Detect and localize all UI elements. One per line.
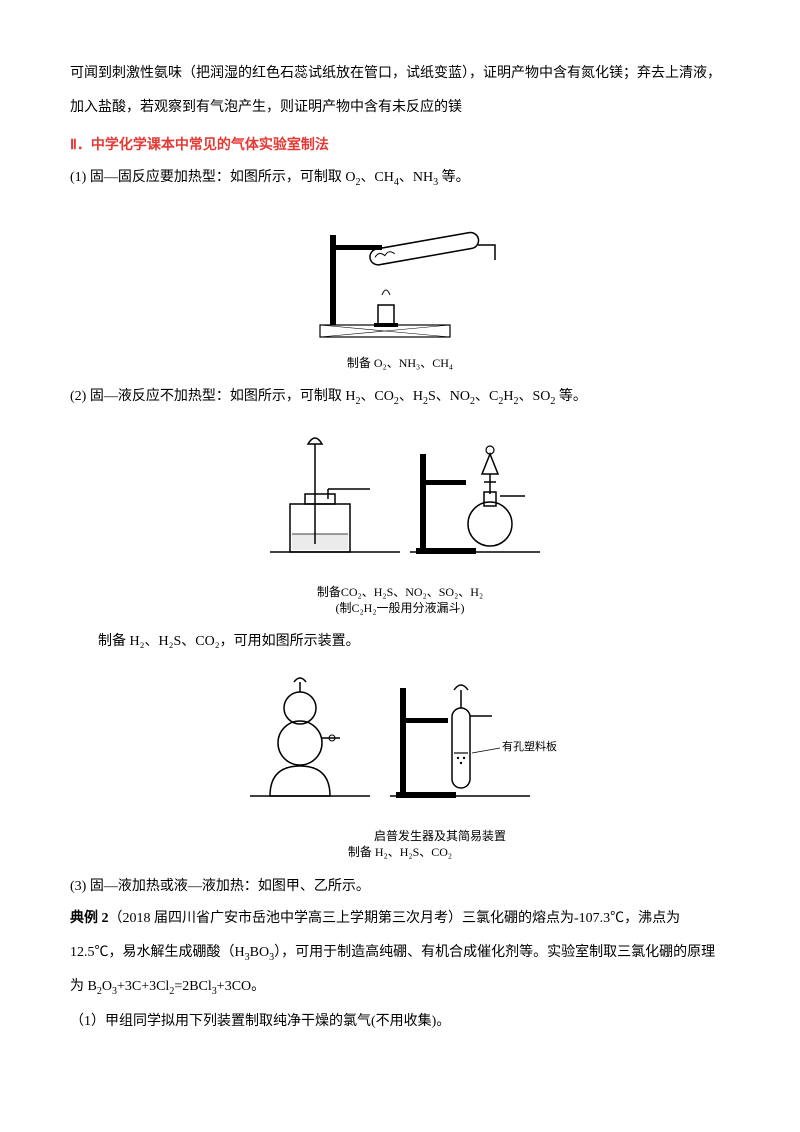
intro-line-1: 可闻到刺激性氨味（把润湿的红色石蕊试纸放在管口，试纸变蓝），证明产物中含有氮化镁…	[70, 60, 730, 88]
ex2-l3d: =2BCl	[174, 979, 211, 994]
ex2-l3a: 为 B	[70, 979, 97, 994]
item-2-text-c: 、H	[399, 389, 423, 404]
example-2-source: （2018 届四川省广安市岳池中学高三上学期第三次月考）三氯化硼的熔点为-107…	[109, 911, 681, 926]
ex2-l2a: 12.5℃，易水解生成硼酸（H	[70, 945, 245, 960]
figure-3-label-2: 制备 H₂、H₂S、CO₂	[70, 845, 730, 861]
figure-1: 制备 O₂、NH₃、CH₄	[70, 205, 730, 372]
example-2-line-3: 为 B2O3+3C+3Cl2=2BCl3+3CO。	[70, 973, 730, 1002]
item-1: (1) 固—固反应要加热型：如图所示，可制取 O2、CH4、NH3 等。	[70, 164, 730, 193]
item-1-text-b: 、CH	[360, 170, 393, 185]
section-2-title: Ⅱ．中学化学课本中常见的气体实验室制法	[70, 132, 730, 160]
ex2-l2c: ），可用于制造高纯硼、有机合成催化剂等。实验室制取三氯化硼的原理	[274, 945, 715, 960]
example-2-line-1: 典例 2（2018 届四川省广安市岳池中学高三上学期第三次月考）三氯化硼的熔点为…	[70, 905, 730, 933]
item-2-text-d: S、NO	[428, 389, 470, 404]
item-1-text-d: 等。	[438, 170, 470, 185]
item-3: (3) 固—液加热或液—液加热：如图甲、乙所示。	[70, 873, 730, 901]
intro-line-2: 加入盐酸，若观察到有气泡产生，则证明产物中含有未反应的镁	[70, 94, 730, 122]
item-2-text-b: 、CO	[360, 389, 393, 404]
example-2-line-2: 12.5℃，易水解生成硼酸（H3BO3），可用于制造高纯硼、有机合成催化剂等。实…	[70, 939, 730, 968]
ex2-l2b: BO	[250, 945, 269, 960]
figure-2-label-2: (制C₂H₂一般用分液漏斗)	[70, 601, 730, 617]
item-2-text-h: 等。	[555, 389, 587, 404]
example-2-q1: （1）甲组同学拟用下列装置制取纯净干燥的氯气(不用收集)。	[70, 1008, 730, 1036]
item-2: (2) 固—液反应不加热型：如图所示，可制取 H2、CO2、H2S、NO2、C2…	[70, 383, 730, 412]
item-1-text-c: 、NH	[399, 170, 433, 185]
item-2-text-g: 、SO	[519, 389, 551, 404]
figure-2: 制备CO₂、H₂S、NO₂、SO₂、H₂ (制C₂H₂一般用分液漏斗)	[70, 424, 730, 616]
item-1-text-a: (1) 固—固反应要加热型：如图所示，可制取 O	[70, 170, 355, 185]
item-2-text-a: (2) 固—液反应不加热型：如图所示，可制取 H	[70, 389, 355, 404]
ex2-l3c: +3C+3Cl	[117, 979, 169, 994]
figure-2-label-1: 制备CO₂、H₂S、NO₂、SO₂、H₂	[70, 585, 730, 601]
prep-line: 制备 H₂、H₂S、CO₂，可用如图所示装置。	[70, 628, 730, 656]
item-2-text-e: 、C	[475, 389, 498, 404]
figure-3-side-label: 有孔塑料板	[502, 739, 557, 753]
figure-1-label: 制备 O₂、NH₃、CH₄	[70, 356, 730, 372]
figure-3: 有孔塑料板 启普发生器及其简易装置 制备 H₂、H₂S、CO₂	[70, 668, 730, 860]
item-2-text-f: H	[503, 389, 513, 404]
ex2-l3e: +3CO。	[217, 979, 265, 994]
example-2-title: 典例 2	[70, 911, 109, 926]
ex2-l3b: O	[102, 979, 112, 994]
figure-3-label-1: 启普发生器及其简易装置	[70, 829, 730, 845]
